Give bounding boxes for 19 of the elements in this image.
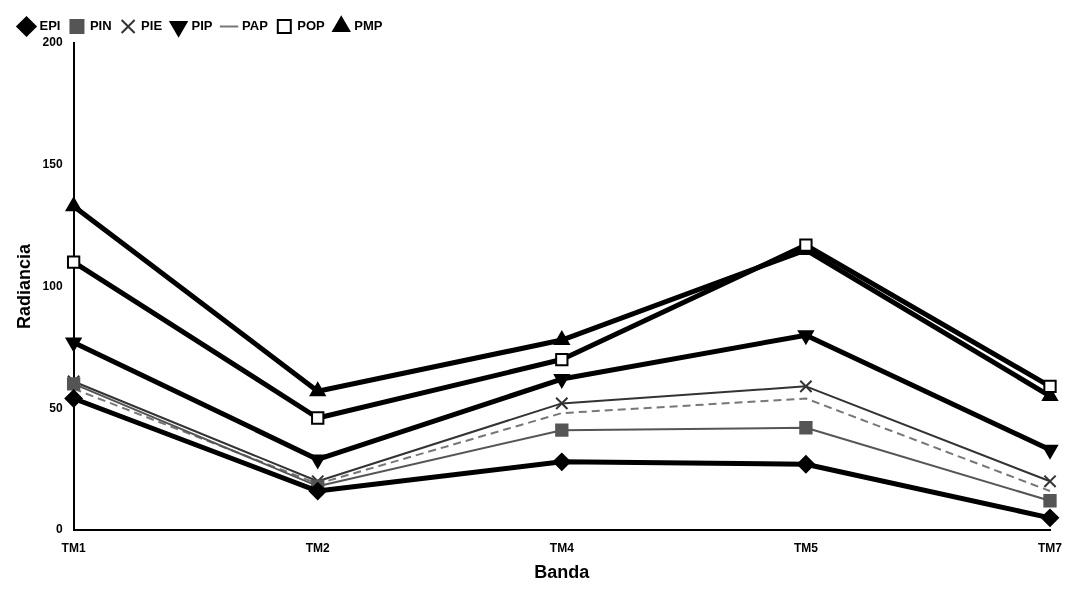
legend-label: POP [297, 18, 326, 34]
legend-label: PIE [141, 18, 163, 34]
x-tick-label: TM7 [1038, 540, 1063, 555]
x-tick-label: TM2 [305, 540, 331, 555]
y-tick-label: 0 [55, 522, 63, 537]
y-tick-label: 100 [42, 278, 63, 293]
x-axis-title: Banda [534, 562, 591, 583]
x-tick-label: TM1 [61, 540, 86, 555]
y-tick-label: 50 [49, 400, 63, 415]
legend-label: PAP [242, 18, 269, 34]
legend-label: PIP [191, 18, 213, 34]
y-axis-title: Radiancia [13, 243, 34, 330]
y-tick-label: 150 [42, 157, 63, 172]
x-tick-label: TM4 [549, 540, 575, 555]
y-tick-label: 200 [42, 35, 63, 50]
legend-label: EPI [39, 18, 61, 34]
legend-label: PIN [89, 18, 112, 34]
x-tick-label: TM5 [793, 540, 819, 555]
legend-label: PMP [354, 18, 383, 34]
